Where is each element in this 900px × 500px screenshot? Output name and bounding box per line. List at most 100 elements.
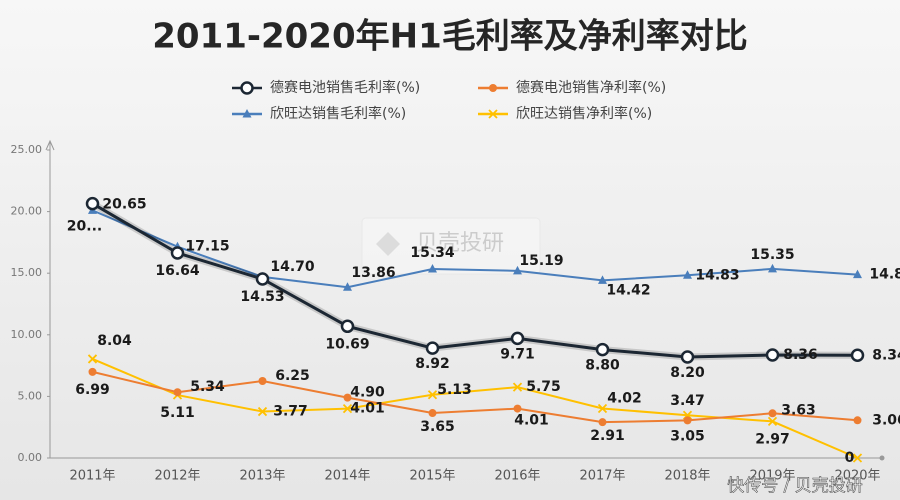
data-label: 4.02 [607,390,642,406]
x-tick-label: 2014年 [324,469,370,484]
data-label: 14.70 [270,259,315,275]
point [765,348,780,362]
y-tick-label: 15.00 [11,266,43,279]
legend-label: 欣旺达销售毛利率(%) [270,105,406,122]
data-label: 20.65 [102,197,146,213]
x-tick-label: 2017年 [579,469,625,484]
x-tick-label: 2012年 [154,469,200,484]
data-label: 17.15 [185,239,229,255]
data-label: 14.42 [606,282,650,298]
y-axis-arrow [45,139,55,151]
data-label: 3.65 [420,419,455,435]
legend-marker [488,109,498,119]
data-label: 4.01 [514,413,549,429]
point [88,367,97,376]
data-label: 14.88 [869,267,900,283]
point [853,269,862,279]
data-label: 3.77 [273,404,308,420]
data-label: 6.25 [275,368,310,384]
watermark: 贝壳投研 [416,231,504,256]
x-tick-label: 2016年 [494,469,540,484]
point [343,393,352,402]
data-label: 3.06 [872,412,900,428]
data-label: 6.99 [75,382,110,398]
point [258,377,267,385]
data-label: 20... [67,218,102,234]
data-label: 3.05 [670,428,705,444]
point [768,409,777,418]
data-label: 3.47 [670,393,705,409]
x-tick-label: 2013年 [239,469,285,484]
point [257,406,268,417]
point [598,275,607,284]
data-label: 10.69 [325,336,369,352]
data-label: 4.90 [350,385,385,401]
legend-label: 德赛电池销售净利率(%) [516,79,666,96]
point [427,390,438,400]
point [428,264,437,273]
point [513,265,522,275]
legend-label: 欣旺达销售净利率(%) [516,105,652,122]
series-line [91,202,858,359]
y-tick-label: 0.00 [18,451,43,464]
point [342,403,353,414]
point [598,418,607,427]
data-label: 8.80 [585,358,620,374]
data-label: 8.20 [670,365,705,381]
watermark-logo [361,217,541,275]
watermark: 快传号 / 贝壳投研 [727,476,863,496]
x-tick-label: 2020年 [834,469,880,484]
data-label: 4.01 [350,401,385,417]
data-label: 8.36 [783,347,818,363]
x-tick-label: 2015年 [409,469,455,484]
x-tick-label: 2011年 [69,469,115,484]
x-tick-label: 2018年 [664,469,710,484]
point [850,348,865,363]
legend-marker [240,81,254,95]
data-label: 2.97 [755,431,790,447]
point [767,416,778,427]
point [768,263,777,273]
series-line [92,370,858,424]
point [255,272,270,286]
data-label: 15.34 [410,245,455,261]
data-label: 8.92 [415,356,450,372]
y-tick-label: 20.00 [11,205,43,218]
y-tick-label: 10.00 [11,328,43,341]
point [343,282,352,291]
point [85,196,100,211]
x-axis-end [879,455,885,461]
data-label: 0 [845,450,855,466]
legend-marker [242,109,252,118]
y-tick-label: 5.00 [18,389,43,402]
point [597,403,608,414]
legend-marker [489,84,497,92]
data-label: 9.71 [500,346,535,362]
legend-label: 德赛电池销售毛利率(%) [270,79,420,96]
data-label: 3.63 [781,402,816,418]
data-label: 8.04 [97,333,132,349]
point [853,416,862,425]
point [87,354,98,364]
data-label: 15.19 [519,253,563,269]
data-label: 13.86 [351,265,395,281]
point [425,341,440,355]
data-label: 8.34 [872,347,900,363]
point [340,319,355,334]
data-label: 5.11 [160,405,195,421]
point [595,342,610,357]
series-line [92,358,858,459]
chart-title: 2011-2020年H1毛利率及净利率对比 [152,17,747,57]
point [852,453,863,463]
data-label: 14.83 [695,267,739,283]
data-label: 2.91 [590,428,625,444]
point [512,382,523,392]
point [510,331,525,346]
data-label: 5.34 [190,379,225,395]
point [680,350,695,364]
y-tick-label: 25.00 [11,143,43,156]
data-label: 16.64 [155,263,200,279]
data-label: 15.35 [750,247,794,263]
